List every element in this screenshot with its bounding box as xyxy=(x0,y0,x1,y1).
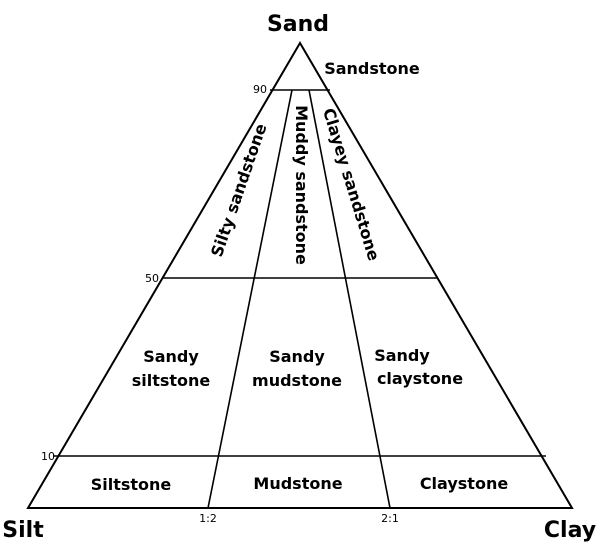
ratio-tick-2-1: 2:1 xyxy=(381,512,399,525)
ratio-2-1-line xyxy=(308,89,391,509)
silt-corner-label: Silt xyxy=(2,518,44,543)
field-sandy-claystone-line2: claystone xyxy=(377,369,463,388)
field-muddy-sandstone: Muddy sandstone xyxy=(292,105,311,265)
field-claystone: Claystone xyxy=(420,474,509,493)
field-silty-sandstone: Silty sandstone xyxy=(207,121,270,259)
field-siltstone: Siltstone xyxy=(91,475,172,494)
field-sandstone: Sandstone xyxy=(324,59,420,78)
field-sandy-siltstone-line1: Sandy xyxy=(143,347,199,366)
field-mudstone: Mudstone xyxy=(253,474,342,493)
clay-corner-label: Clay xyxy=(544,518,596,543)
ratio-tick-1-2: 1:2 xyxy=(199,512,217,525)
field-sandy-mudstone-line1: Sandy xyxy=(269,347,325,366)
sand-tick-50: 50 xyxy=(145,272,159,285)
field-sandy-siltstone-line2: siltstone xyxy=(132,371,211,390)
sand-tick-10: 10 xyxy=(41,450,55,463)
ratio-1-2-line xyxy=(207,89,293,509)
field-sandy-claystone-line1: Sandy xyxy=(374,346,430,365)
triangle-outline xyxy=(26,41,574,509)
sand-tick-90: 90 xyxy=(253,83,267,96)
field-sandy-mudstone-line2: mudstone xyxy=(252,371,342,390)
sand-corner-label: Sand xyxy=(267,12,329,37)
